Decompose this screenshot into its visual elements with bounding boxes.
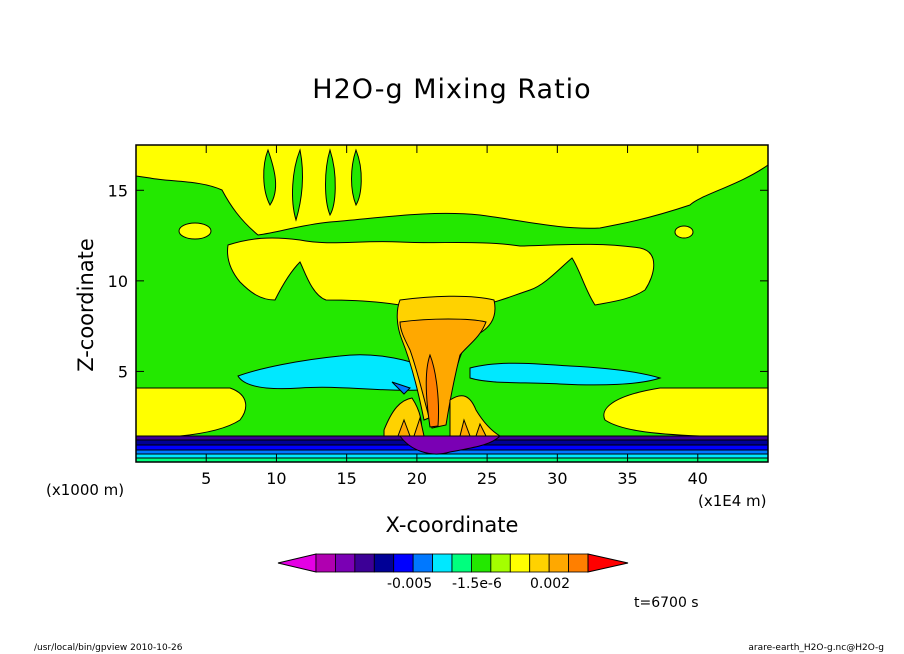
colorbar-segment [315,553,336,573]
lower-right-moist-layer [603,387,768,437]
x-tick-label: 40 [688,469,708,488]
colorbar-segment [393,553,414,573]
x-tick-label: 30 [547,469,567,488]
y-axis-unit: (x1000 m) [46,481,125,499]
colorbar-low-arrow [277,553,317,573]
core-region [399,318,487,429]
lower-left-moist-layer [136,387,247,437]
x-tick-label: 15 [336,469,356,488]
x-tick-label: 20 [407,469,427,488]
y-axis-ticks: 5 10 15 [108,181,768,381]
x-axis-unit: (x1E4 m) [698,492,767,510]
colorbar-segment [471,553,492,573]
colorbar-segment [335,553,356,573]
footer-right: arare-earth_H2O-g.nc@H2O-g [748,643,884,653]
colorbar-label-max: 0.002 [530,576,571,592]
colorbar-segment [568,553,589,573]
x-axis-ticks: 5 10 15 20 25 30 35 40 [201,145,708,488]
colorbar [277,553,629,573]
chart-title: H2O-g Mixing Ratio [312,74,592,105]
surface-layer-6 [136,458,768,462]
x-tick-label: 5 [201,469,211,488]
colorbar-segment [451,553,472,573]
x-axis-label: X-coordinate [385,513,519,537]
colorbar-label-mid: -1.5e-6 [452,576,502,592]
colorbar-segment [373,553,395,573]
time-annotation: t=6700 s [634,595,699,611]
y-tick-label: 10 [108,272,128,291]
surface-layer-5 [136,454,768,458]
footer-left: /usr/local/bin/gpview 2010-10-26 [34,643,183,653]
middle-moist-band [227,237,655,306]
colorbar-segment [509,553,531,573]
colorbar-segment [412,553,433,573]
colorbar-segment [548,553,569,573]
y-tick-label: 5 [118,362,128,381]
plot-frame [135,144,769,463]
colorbar-segment [490,553,511,573]
colorbar-high-arrow [587,553,629,573]
x-tick-label: 10 [266,469,286,488]
x-tick-label: 35 [617,469,637,488]
x-tick-label: 25 [477,469,497,488]
colorbar-segment [354,553,375,573]
y-axis-label: Z-coordinate [74,238,98,372]
colorbar-segment [432,553,453,573]
y-tick-label: 15 [108,181,128,200]
colorbar-segment [529,553,550,573]
colorbar-label-min: -0.005 [387,576,433,592]
